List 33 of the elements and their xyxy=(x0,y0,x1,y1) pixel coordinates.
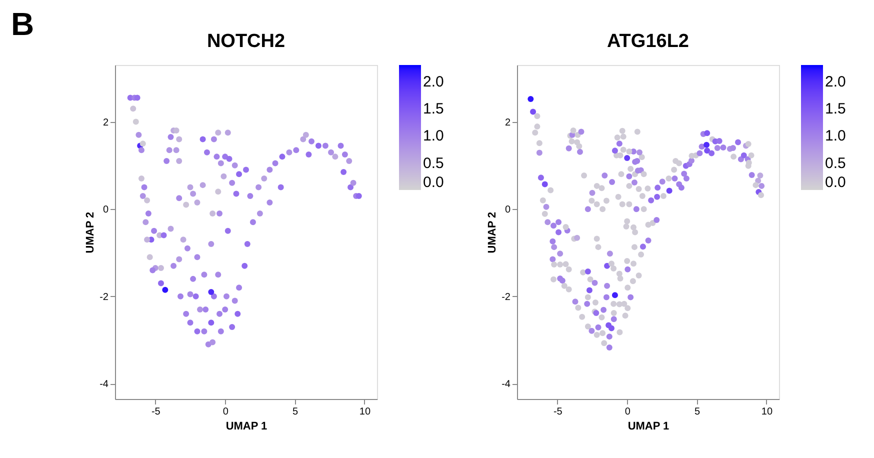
y-tick-label: -4 xyxy=(100,379,109,390)
x-tick-label: 0 xyxy=(624,406,631,418)
x-tick-label: -5 xyxy=(553,406,563,418)
x-tick-label: 5 xyxy=(694,406,700,418)
color-bar-label: 0.5 xyxy=(423,154,444,172)
y-tick-label: -2 xyxy=(502,292,511,303)
y-axis-title: UMAP 2 xyxy=(486,212,499,254)
color-bar-label: 0.5 xyxy=(825,154,846,172)
y-tick-label: 2 xyxy=(102,117,109,128)
y-tick-label: -4 xyxy=(502,379,511,390)
color-bar-label: 2.0 xyxy=(825,73,846,90)
y-tick-label: 0 xyxy=(102,204,109,216)
x-axis-title: UMAP 1 xyxy=(628,420,670,432)
x-tick-label: -5 xyxy=(151,406,161,418)
x-tick-label: 0 xyxy=(222,406,229,418)
color-bar-label: 1.5 xyxy=(825,100,846,118)
x-axis-title: UMAP 1 xyxy=(226,420,268,432)
y-tick-label: 0 xyxy=(504,204,511,216)
x-tick-label: 10 xyxy=(761,406,773,418)
x-tick-label: 5 xyxy=(292,406,298,418)
color-bar-label: 2.0 xyxy=(423,73,444,90)
chart-title: ATG16L2 xyxy=(606,31,690,52)
color-bar-label: 0.0 xyxy=(423,174,444,191)
color-bar-label: 1.0 xyxy=(825,128,846,145)
color-bar-label: 0.0 xyxy=(825,174,846,191)
chart-title: NOTCH2 xyxy=(206,31,286,52)
y-tick-label: -2 xyxy=(100,292,109,303)
y-tick-label: 2 xyxy=(504,117,511,128)
y-axis-title: UMAP 2 xyxy=(84,212,97,254)
color-bar-label: 1.0 xyxy=(423,128,444,145)
x-tick-label: 10 xyxy=(359,406,371,418)
color-bar-label: 1.5 xyxy=(423,100,444,118)
text: B xyxy=(11,6,34,42)
